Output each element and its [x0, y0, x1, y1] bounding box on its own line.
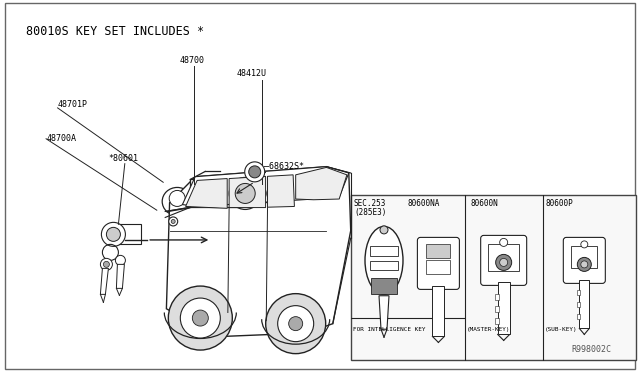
Bar: [190, 179, 242, 208]
Bar: [370, 246, 398, 256]
Bar: [495, 294, 499, 301]
Polygon shape: [268, 175, 294, 207]
Circle shape: [278, 306, 314, 341]
Polygon shape: [100, 268, 108, 294]
Circle shape: [104, 262, 109, 267]
Bar: [433, 286, 444, 336]
Text: R998002C: R998002C: [571, 345, 611, 354]
Bar: [426, 260, 451, 275]
Bar: [572, 246, 597, 269]
Bar: [498, 282, 509, 334]
Bar: [579, 280, 589, 328]
Ellipse shape: [365, 227, 403, 294]
Polygon shape: [229, 176, 266, 208]
FancyBboxPatch shape: [563, 237, 605, 283]
FancyBboxPatch shape: [481, 235, 527, 285]
Polygon shape: [379, 296, 389, 329]
Polygon shape: [182, 167, 349, 206]
Text: 80600P: 80600P: [545, 199, 573, 208]
Text: 80600N: 80600N: [470, 199, 498, 208]
Circle shape: [500, 238, 508, 246]
Circle shape: [577, 257, 591, 272]
Circle shape: [180, 298, 220, 338]
Bar: [426, 244, 451, 259]
Bar: [113, 224, 141, 244]
Ellipse shape: [263, 182, 279, 205]
Circle shape: [500, 259, 508, 266]
Circle shape: [172, 219, 175, 224]
Bar: [577, 314, 580, 320]
Circle shape: [100, 259, 113, 270]
Text: 48412U: 48412U: [237, 69, 267, 78]
Text: SEC.253: SEC.253: [354, 199, 387, 208]
Text: *80601: *80601: [109, 154, 139, 163]
Circle shape: [101, 222, 125, 246]
Circle shape: [236, 183, 255, 203]
Text: 80600NA: 80600NA: [408, 199, 440, 208]
Text: 48700A: 48700A: [46, 134, 76, 143]
Text: 80010S KEY SET INCLUDES *: 80010S KEY SET INCLUDES *: [26, 25, 204, 38]
Bar: [495, 307, 499, 312]
Bar: [370, 261, 398, 270]
Circle shape: [581, 261, 588, 268]
Circle shape: [169, 217, 178, 226]
Circle shape: [168, 286, 232, 350]
Circle shape: [192, 310, 209, 326]
Text: (SUB-KEY): (SUB-KEY): [545, 327, 577, 331]
Bar: [371, 278, 397, 294]
Polygon shape: [166, 167, 351, 337]
Text: FOR INTELLIGENCE KEY: FOR INTELLIGENCE KEY: [353, 327, 425, 331]
Circle shape: [249, 166, 260, 178]
Circle shape: [106, 227, 120, 241]
Bar: [488, 244, 519, 271]
Circle shape: [496, 254, 512, 270]
Text: 48700: 48700: [179, 56, 204, 65]
Circle shape: [380, 226, 388, 234]
Bar: [577, 291, 580, 295]
FancyBboxPatch shape: [417, 237, 460, 289]
Ellipse shape: [162, 187, 192, 215]
Text: (MASTER-KEY): (MASTER-KEY): [467, 327, 511, 331]
Polygon shape: [116, 264, 124, 288]
Circle shape: [229, 177, 261, 209]
Bar: [351, 195, 636, 360]
Circle shape: [581, 241, 588, 248]
Ellipse shape: [169, 190, 185, 206]
Circle shape: [289, 317, 303, 331]
Circle shape: [244, 162, 265, 182]
Text: 48701P: 48701P: [58, 100, 88, 109]
Bar: [577, 302, 580, 307]
Circle shape: [266, 294, 326, 354]
Circle shape: [115, 255, 125, 265]
Ellipse shape: [267, 187, 276, 200]
Text: (285E3): (285E3): [354, 208, 387, 217]
Text: —68632S*: —68632S*: [264, 162, 305, 171]
Polygon shape: [296, 167, 347, 200]
Polygon shape: [186, 179, 227, 208]
Bar: [495, 318, 499, 324]
